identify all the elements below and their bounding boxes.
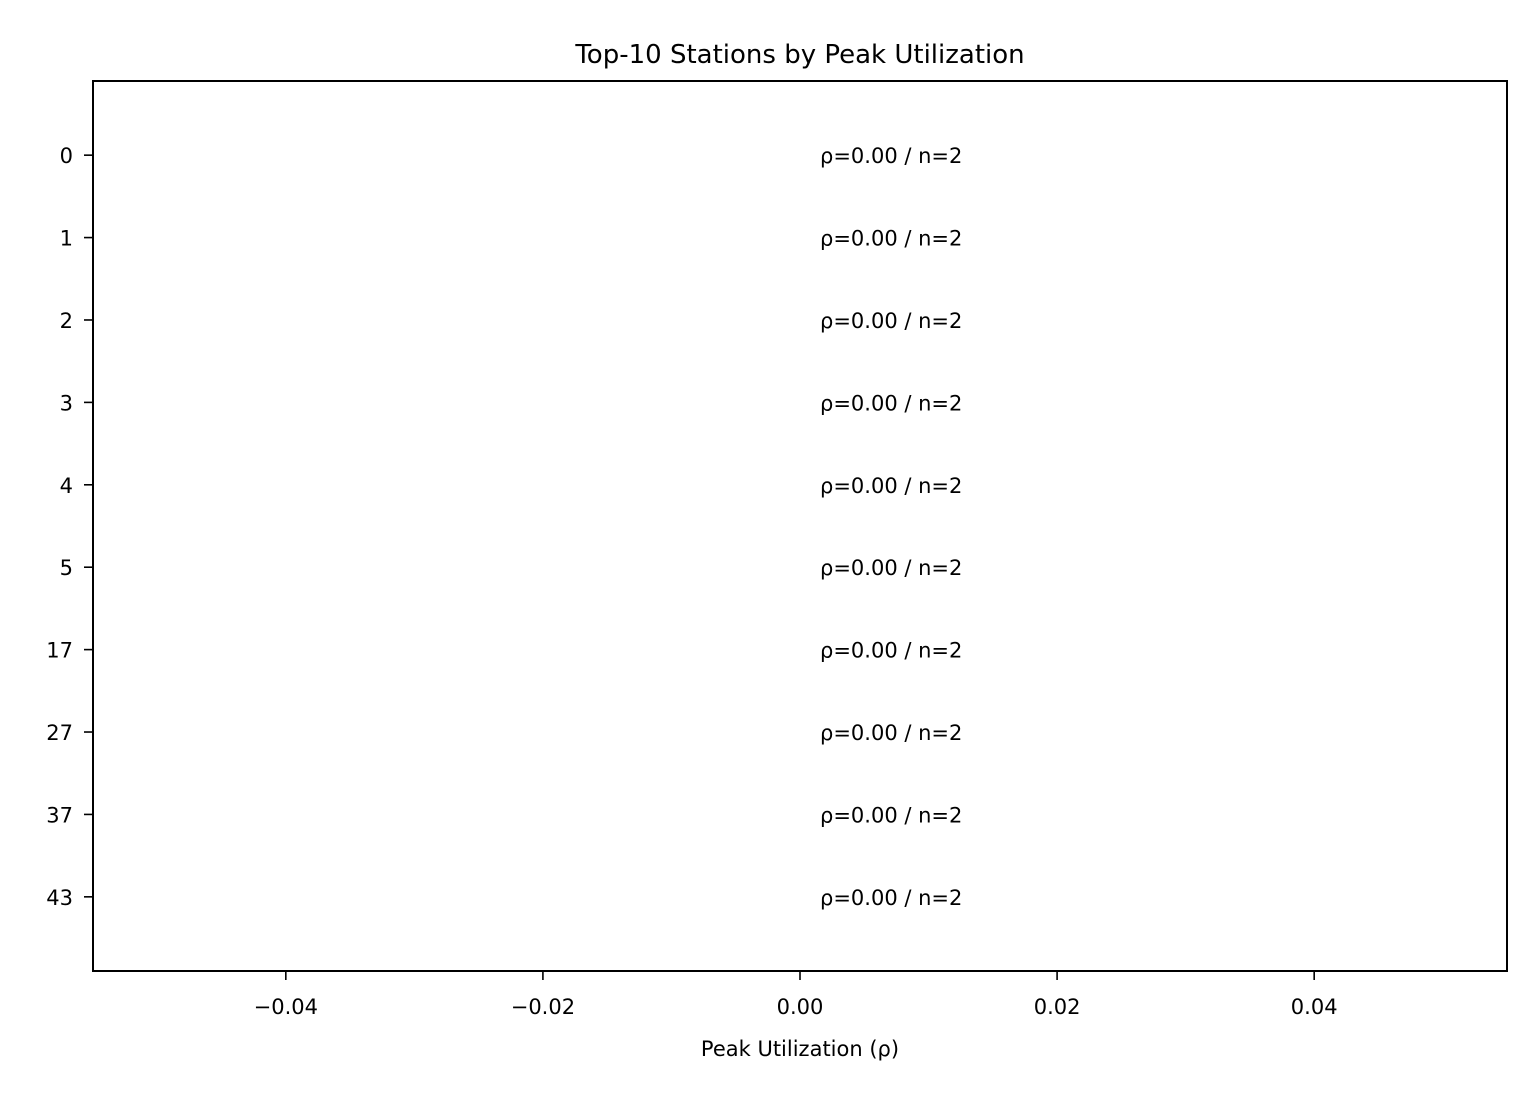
y-tick-label: 27 (46, 721, 73, 745)
bar-value-label: ρ=0.00 / n=2 (820, 803, 962, 827)
bar-value-label: ρ=0.00 / n=2 (820, 309, 962, 333)
bar-value-label: ρ=0.00 / n=2 (820, 227, 962, 251)
x-tick-label: −0.02 (511, 995, 575, 1019)
x-tick-label: 0.04 (1291, 995, 1338, 1019)
bar-value-label: ρ=0.00 / n=2 (820, 391, 962, 415)
y-tick-label: 17 (46, 639, 73, 663)
bar-value-label: ρ=0.00 / n=2 (820, 721, 962, 745)
chart-title: Top-10 Stations by Peak Utilization (574, 40, 1024, 70)
y-tick-label: 37 (46, 803, 73, 827)
y-tick-label: 5 (60, 556, 73, 580)
bar-value-label: ρ=0.00 / n=2 (820, 474, 962, 498)
x-tick-label: 0.00 (777, 995, 824, 1019)
y-tick-label: 1 (60, 227, 73, 251)
bar-value-label: ρ=0.00 / n=2 (820, 556, 962, 580)
x-axis: −0.04 −0.02 0.00 0.02 0.04 (254, 971, 1338, 1019)
y-tick-label: 2 (60, 309, 73, 333)
y-tick-label: 4 (60, 474, 73, 498)
x-axis-label: Peak Utilization (ρ) (701, 1037, 899, 1061)
x-tick-label: 0.02 (1034, 995, 1081, 1019)
x-tick-label: −0.04 (254, 995, 318, 1019)
plot-area: ρ=0.00 / n=2 ρ=0.00 / n=2 ρ=0.00 / n=2 ρ=0.… (820, 144, 962, 910)
plot-frame (92, 80, 1508, 972)
y-tick-label: 3 (60, 391, 73, 415)
y-tick-label: 43 (46, 886, 73, 910)
y-tick-label: 0 (60, 144, 73, 168)
bar-value-label: ρ=0.00 / n=2 (820, 639, 962, 663)
bar-value-label: ρ=0.00 / n=2 (820, 144, 962, 168)
bar-value-label: ρ=0.00 / n=2 (820, 886, 962, 910)
y-axis: 0 1 2 3 4 5 17 27 37 43 (46, 144, 93, 910)
